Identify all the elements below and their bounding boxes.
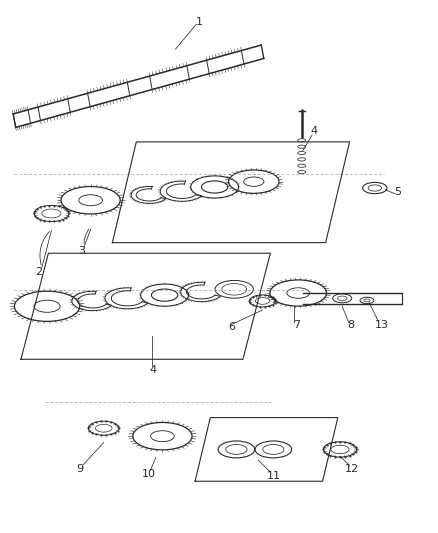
Text: 6: 6	[229, 322, 236, 333]
Text: 1: 1	[196, 17, 203, 27]
Text: 13: 13	[374, 320, 389, 330]
Text: 5: 5	[394, 187, 401, 197]
Text: 4: 4	[149, 365, 156, 375]
Text: 9: 9	[76, 464, 83, 474]
Text: 8: 8	[347, 320, 354, 330]
Text: 11: 11	[266, 471, 280, 481]
Text: 2: 2	[35, 267, 42, 277]
Text: 3: 3	[78, 246, 85, 256]
Text: 12: 12	[345, 464, 359, 474]
Text: 4: 4	[310, 126, 318, 136]
Text: 7: 7	[293, 320, 300, 330]
Text: 10: 10	[141, 470, 155, 479]
